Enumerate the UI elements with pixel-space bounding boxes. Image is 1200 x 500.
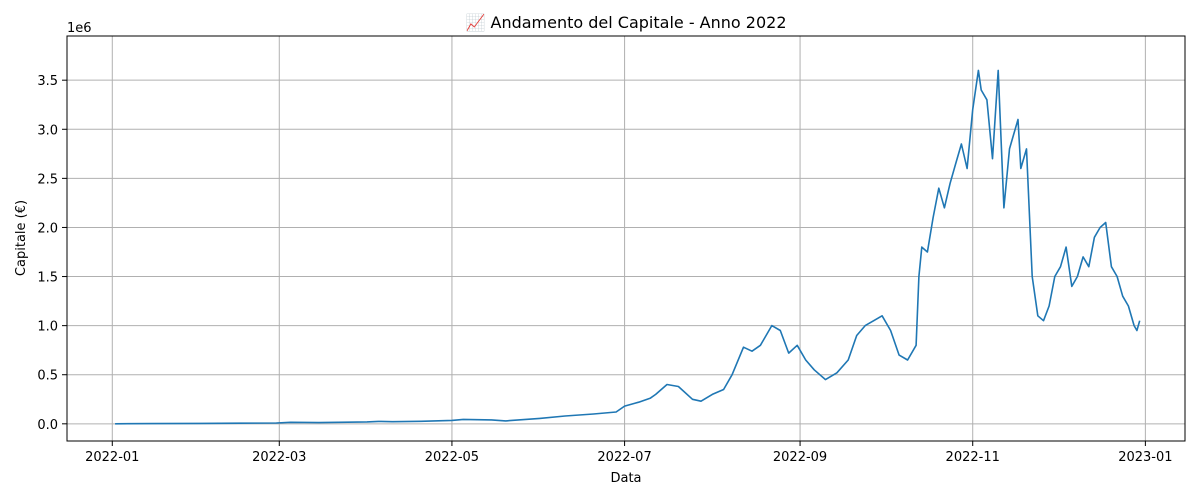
y-tick-label: 3.5: [37, 74, 58, 89]
x-tick-label: 2022-05: [425, 450, 479, 465]
y-tick-label: 0.0: [37, 418, 58, 433]
chart-title: 📈 Andamento del Capitale - Anno 2022: [465, 13, 786, 32]
plot-frame: [66, 35, 1186, 442]
x-tick-label: 2022-03: [252, 450, 306, 465]
grid: [67, 36, 1185, 441]
y-tick-label: 2.5: [37, 172, 58, 187]
y-tick-label: 1.5: [37, 271, 58, 286]
y-axis-label: Capitale (€): [14, 200, 29, 276]
y-offset-label: 1e6: [67, 21, 92, 36]
capital-series-line: [115, 69, 1141, 425]
y-tick-label: 3.0: [37, 123, 58, 138]
y-tick-label: 0.5: [37, 369, 58, 384]
x-tick-label: 2022-09: [773, 450, 827, 465]
axis-ticks: 2022-01 2022-03 2022-05 2022-07 2022-09 2022-…: [37, 74, 1172, 465]
x-axis-label: Data: [610, 471, 641, 486]
y-tick-label: 2.0: [37, 221, 58, 236]
x-tick-label: 2022-01: [85, 450, 139, 465]
x-tick-label: 2022-11: [946, 450, 1000, 465]
x-tick-label: 2023-01: [1118, 450, 1172, 465]
y-tick-label: 1.0: [37, 320, 58, 335]
x-tick-label: 2022-07: [597, 450, 651, 465]
